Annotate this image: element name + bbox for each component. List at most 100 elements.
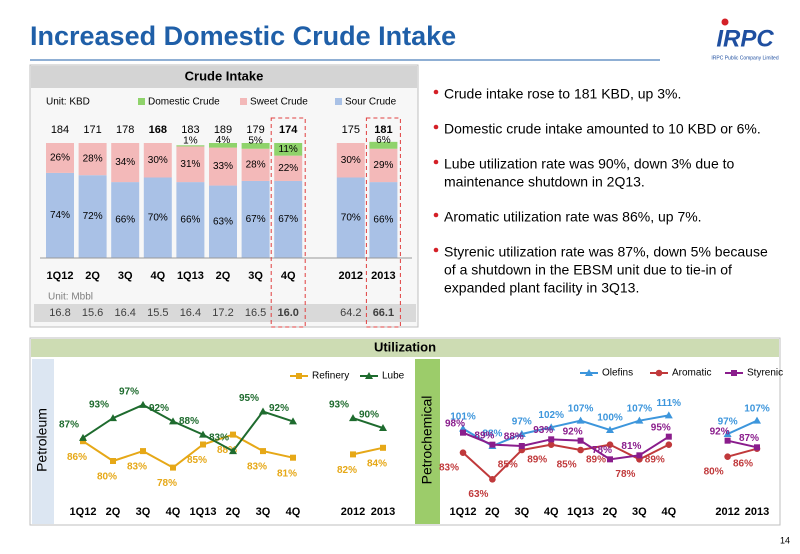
bar-segment: [78, 143, 107, 176]
legend-swatch: [138, 98, 145, 105]
mbbl-value: 66.1: [373, 307, 394, 319]
x-tick-label: 2013: [371, 506, 395, 518]
point: [289, 417, 297, 425]
bar-label: 28%: [83, 154, 103, 165]
bullet-text: expanded plant facility in 3Q13.: [444, 280, 639, 296]
point: [585, 369, 593, 376]
bar-segment: [241, 180, 270, 258]
bar-label: 34%: [115, 157, 135, 168]
point: [459, 449, 467, 456]
point: [489, 476, 496, 483]
point: [350, 451, 356, 458]
petrochemical-strip: [415, 359, 440, 524]
point: [731, 370, 737, 376]
bar-label: 30%: [341, 155, 361, 166]
data-label: 83%: [209, 433, 229, 444]
bullet-dot: [433, 89, 439, 95]
data-label: 83%: [247, 462, 267, 473]
bar-segment: [369, 141, 398, 149]
bar-label: 70%: [341, 212, 361, 223]
bar-segment: [46, 172, 74, 258]
data-label: 87%: [59, 420, 79, 431]
x-tick-label: 3Q: [632, 506, 647, 518]
point: [259, 407, 267, 415]
data-label: 89%: [474, 430, 494, 441]
data-label: 78%: [592, 445, 612, 456]
bar-label: 66%: [373, 215, 393, 226]
x-tick-label: 2012: [341, 506, 365, 518]
x-tick-label: 2012: [715, 506, 739, 518]
x-tick-label: 2Q: [216, 270, 231, 282]
bar-segment: [209, 147, 237, 186]
point: [79, 433, 87, 441]
x-tick-label: 3Q: [118, 270, 133, 282]
point: [635, 416, 644, 424]
bar-label: 67%: [246, 214, 266, 225]
data-label: 85%: [557, 460, 577, 471]
data-label: 88%: [504, 432, 524, 443]
bar-label: 67%: [278, 214, 298, 225]
unit-label: Unit: KBD: [46, 97, 90, 108]
point: [140, 448, 146, 455]
logo: IRPC: [716, 25, 774, 52]
highlight-box: [270, 117, 306, 328]
bar-segment: [46, 143, 74, 173]
total-label: 183: [181, 124, 199, 136]
point: [230, 431, 236, 438]
point: [577, 446, 584, 454]
x-tick-label: 4Q: [281, 270, 296, 282]
x-tick-label: 1Q13: [190, 506, 217, 518]
data-label: 85%: [498, 460, 518, 471]
legend-swatch: [335, 98, 342, 105]
data-label: 85%: [187, 455, 207, 466]
data-label: 92%: [149, 403, 169, 414]
utilization-header: [31, 339, 779, 357]
bar-label: 1%: [183, 136, 198, 147]
data-label: 98%: [445, 418, 465, 429]
bar-segment: [176, 182, 205, 258]
x-tick-label: 1Q13: [177, 270, 204, 282]
x-tick-label: 3Q: [514, 506, 529, 518]
mbbl-value: 16.5: [245, 307, 266, 319]
data-label: 97%: [119, 387, 139, 398]
petroleum-strip: [32, 359, 54, 524]
total-label: 178: [116, 124, 134, 136]
bar-label: 28%: [246, 159, 266, 170]
data-label: 87%: [739, 433, 759, 444]
data-label: 93%: [329, 400, 349, 411]
point: [607, 456, 613, 463]
mbbl-unit: Unit: Mbbl: [48, 292, 93, 303]
bar-segment: [369, 182, 398, 258]
point: [296, 373, 302, 379]
point: [606, 426, 614, 433]
bar-segment: [78, 175, 107, 258]
point: [489, 441, 496, 448]
point: [379, 424, 387, 431]
point: [636, 452, 643, 459]
total-label: 181: [374, 124, 392, 136]
bar-label: 29%: [373, 160, 393, 171]
x-tick-label: 2Q: [603, 506, 618, 518]
x-tick-label: 2013: [745, 506, 769, 518]
bullet-dot: [433, 159, 439, 165]
legend-label: Refinery: [312, 371, 349, 382]
data-label: 86%: [733, 458, 753, 469]
x-tick-label: 1Q12: [47, 270, 74, 282]
mbbl-row: [34, 304, 416, 322]
legend-label: Lube: [382, 371, 405, 382]
mbbl-value: 64.2: [340, 307, 361, 319]
data-label: 92%: [710, 426, 730, 437]
data-label: 80%: [704, 466, 724, 477]
bar-label: 26%: [50, 153, 70, 164]
data-label: 111%: [657, 398, 682, 409]
legend-label: Sour Crude: [345, 97, 397, 108]
point: [199, 430, 207, 438]
mbbl-value: 16.0: [277, 307, 298, 319]
data-label: 93%: [89, 400, 109, 411]
bar-label: 74%: [50, 210, 70, 221]
data-label: 95%: [651, 422, 671, 433]
x-tick-label: 2Q: [226, 506, 241, 518]
point: [754, 444, 760, 451]
bar-segment: [209, 143, 237, 148]
utilization-title: Utilization: [374, 339, 436, 354]
